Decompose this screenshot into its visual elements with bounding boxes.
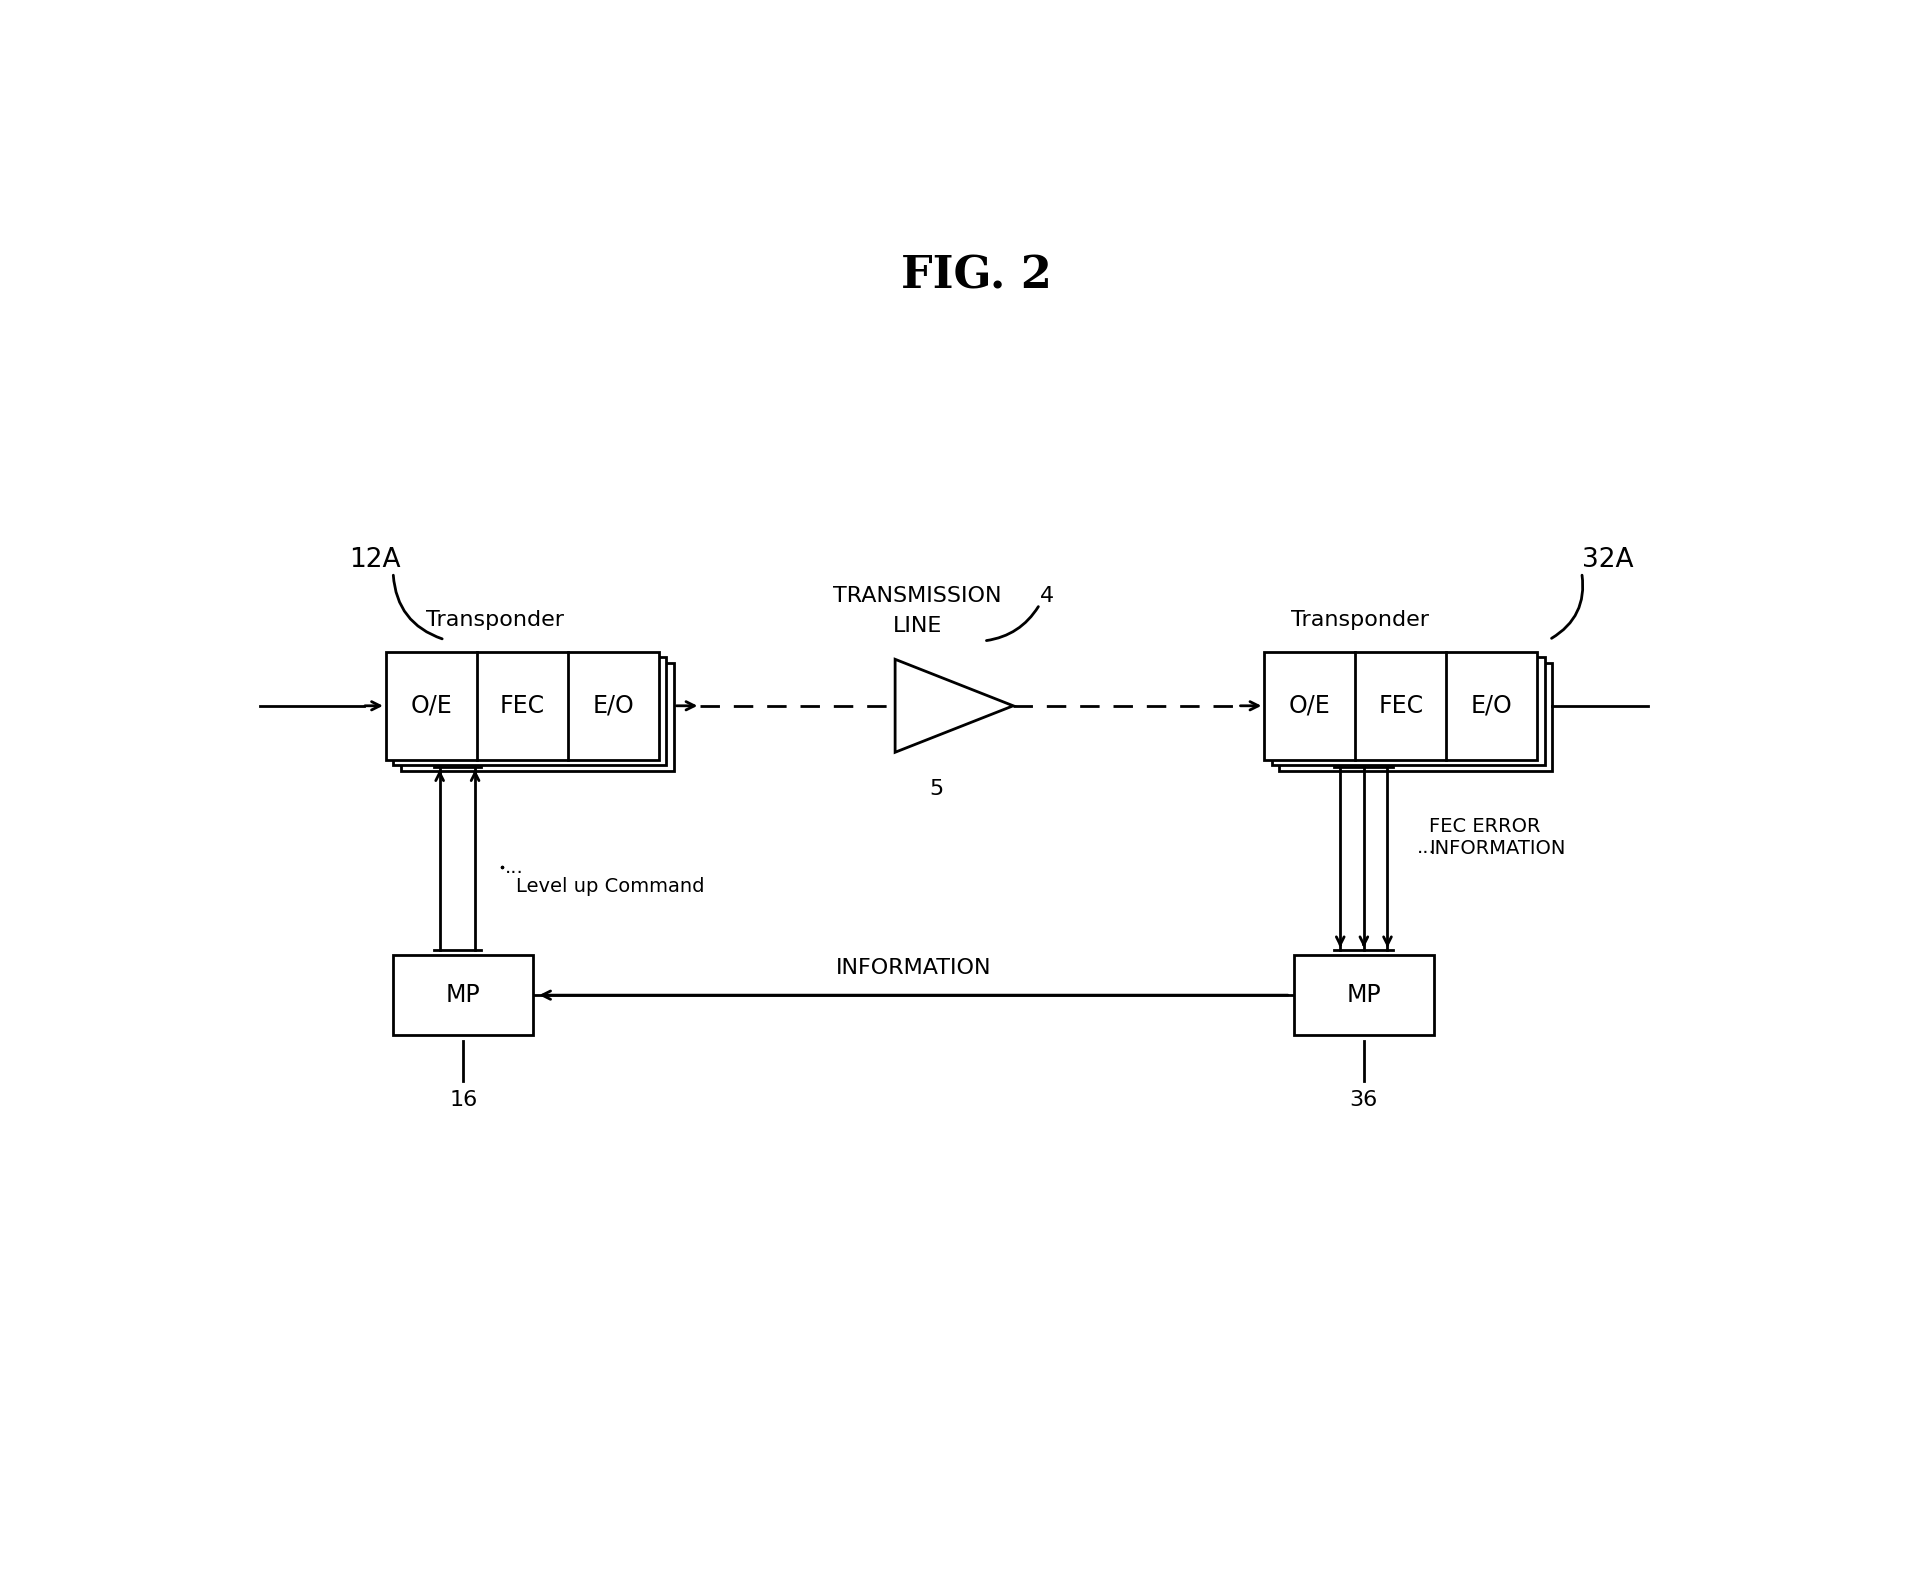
Text: FEC: FEC (499, 694, 545, 718)
Text: 32A: 32A (1581, 547, 1633, 574)
Text: 5: 5 (930, 779, 943, 799)
Text: INFORMATION: INFORMATION (836, 958, 991, 979)
Text: FEC: FEC (1377, 694, 1423, 718)
Bar (1278, 663, 1553, 771)
Text: E/O: E/O (592, 694, 634, 718)
Text: 4: 4 (1040, 586, 1053, 605)
Text: ...: ... (505, 858, 524, 877)
Text: FIG. 2: FIG. 2 (901, 254, 1052, 297)
Text: 36: 36 (1351, 1090, 1377, 1111)
Text: Transponder: Transponder (427, 610, 564, 629)
Text: LINE: LINE (893, 617, 941, 636)
Text: 12A: 12A (349, 547, 400, 574)
Bar (400, 663, 674, 771)
Text: TRANSMISSION: TRANSMISSION (832, 586, 1002, 605)
Text: O/E: O/E (1290, 694, 1330, 718)
Bar (1293, 955, 1434, 1034)
Text: Level up Command: Level up Command (516, 877, 705, 896)
Text: FEC ERROR
INFORMATION: FEC ERROR INFORMATION (1429, 817, 1566, 858)
Text: ...: ... (1417, 839, 1436, 856)
Bar (1265, 651, 1537, 760)
Bar (392, 955, 533, 1034)
Bar (1271, 658, 1545, 766)
Text: Transponder: Transponder (1292, 610, 1429, 629)
Text: 16: 16 (450, 1090, 478, 1111)
Text: MP: MP (1347, 984, 1381, 1007)
Text: MP: MP (446, 984, 480, 1007)
Bar (392, 658, 667, 766)
Bar (385, 651, 659, 760)
Text: E/O: E/O (1471, 694, 1513, 718)
Text: O/E: O/E (410, 694, 451, 718)
